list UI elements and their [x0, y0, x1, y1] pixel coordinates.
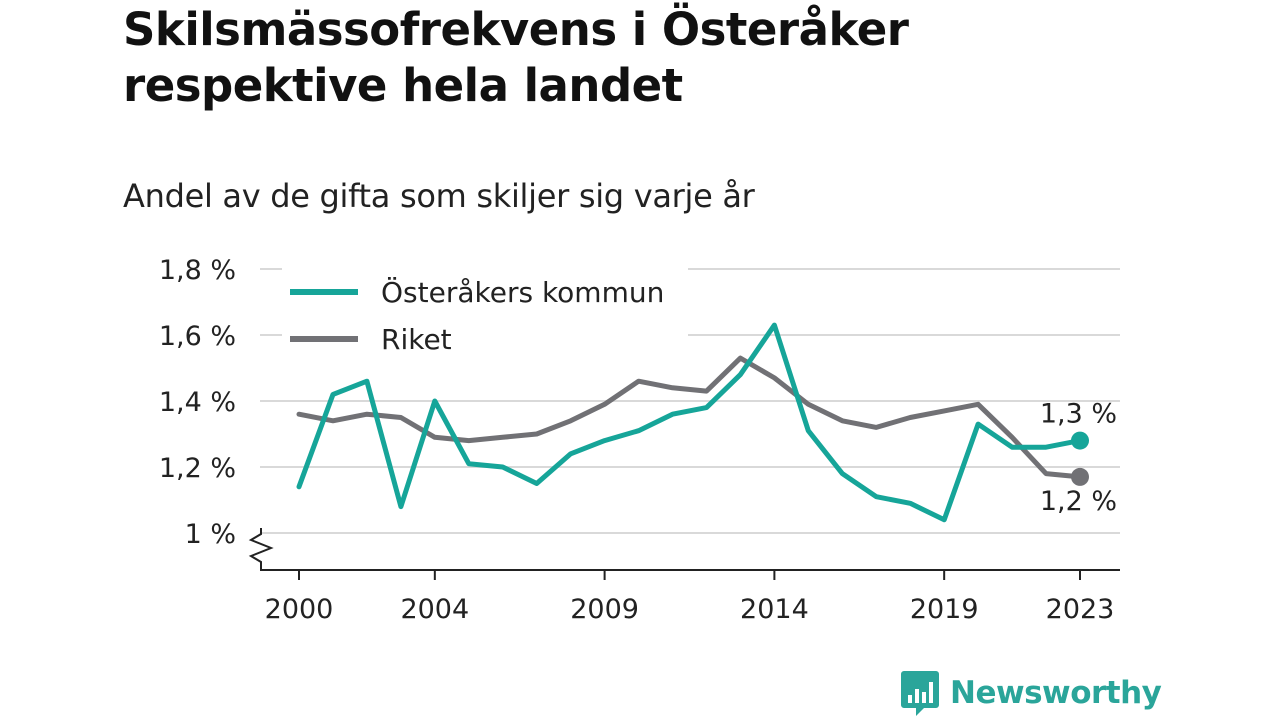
- series-end-label: 1,2 %: [1040, 486, 1117, 517]
- legend-box: [282, 268, 688, 360]
- y-tick-label: 1,8 %: [159, 255, 236, 286]
- series-line: [296, 355, 1083, 480]
- series-end-point: [1071, 467, 1089, 486]
- x-tick-label: 2000: [265, 594, 334, 625]
- bar-chart-speech-bubble-icon: [901, 671, 939, 716]
- y-tick-label: 1,6 %: [159, 321, 236, 352]
- y-tick-label: 1,4 %: [159, 387, 236, 418]
- x-tick-label: 2009: [570, 594, 639, 625]
- chart-title: Skilsmässofrekvens i Österåker respektiv…: [123, 3, 909, 112]
- brand-name: Newsworthy: [950, 675, 1162, 711]
- x-tick-label: 2019: [910, 594, 979, 625]
- x-tick-label: 2014: [740, 594, 809, 625]
- axis-break-icon: [248, 528, 274, 570]
- legend-label: Riket: [381, 323, 452, 356]
- x-tick-label: 2004: [400, 594, 469, 625]
- series-end-label: 1,3 %: [1040, 399, 1117, 430]
- y-tick-label: 1 %: [185, 519, 236, 550]
- y-tick-label: 1,2 %: [159, 453, 236, 484]
- brand-logo: Newsworthy: [900, 668, 1162, 718]
- legend-label: Österåkers kommun: [381, 275, 664, 309]
- x-tick-label: 2023: [1046, 594, 1115, 625]
- series-line: [296, 322, 1083, 523]
- chart-subtitle: Andel av de gifta som skiljer sig varje …: [123, 177, 755, 215]
- series-end-point: [1071, 431, 1089, 450]
